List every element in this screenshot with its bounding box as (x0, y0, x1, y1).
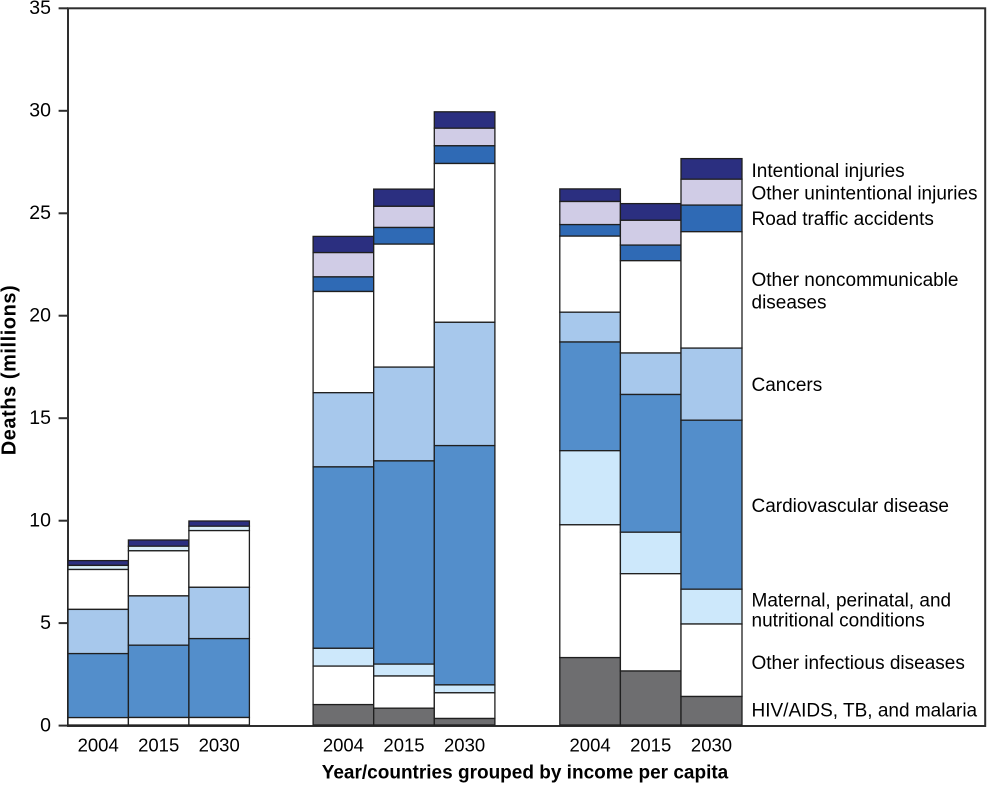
svg-text:2015: 2015 (138, 735, 179, 756)
svg-text:Other noncommunicable: Other noncommunicable (752, 270, 959, 291)
svg-text:2004: 2004 (570, 735, 611, 756)
svg-text:20: 20 (29, 305, 51, 327)
svg-text:25: 25 (29, 202, 51, 224)
svg-text:35: 35 (29, 0, 51, 19)
svg-text:2015: 2015 (630, 735, 671, 756)
svg-text:HIV/AIDS, TB, and malaria: HIV/AIDS, TB, and malaria (752, 700, 978, 721)
svg-text:30: 30 (29, 100, 51, 122)
svg-text:2004: 2004 (323, 735, 364, 756)
svg-text:Maternal, perinatal, and: Maternal, perinatal, and (752, 591, 952, 612)
svg-text:Deaths (millions): Deaths (millions) (0, 285, 21, 455)
svg-text:Road traffic accidents: Road traffic accidents (752, 209, 934, 230)
svg-text:2030: 2030 (691, 735, 732, 756)
svg-text:Cardiovascular disease: Cardiovascular disease (752, 496, 950, 517)
svg-text:Other infectious diseases: Other infectious diseases (752, 653, 965, 674)
svg-text:2015: 2015 (383, 735, 424, 756)
svg-text:2030: 2030 (199, 735, 240, 756)
svg-text:Other unintentional injuries: Other unintentional injuries (752, 184, 978, 205)
svg-text:nutritional conditions: nutritional conditions (752, 611, 925, 632)
svg-text:Cancers: Cancers (752, 375, 823, 396)
svg-text:15: 15 (29, 407, 51, 429)
svg-text:10: 10 (29, 510, 51, 532)
svg-text:Year/countries grouped by inco: Year/countries grouped by income per cap… (322, 762, 729, 783)
svg-text:0: 0 (40, 715, 51, 737)
svg-text:5: 5 (40, 612, 51, 634)
svg-text:2004: 2004 (78, 735, 119, 756)
svg-text:diseases: diseases (752, 293, 827, 314)
svg-text:2030: 2030 (444, 735, 485, 756)
svg-text:Intentional injuries: Intentional injuries (752, 161, 905, 182)
